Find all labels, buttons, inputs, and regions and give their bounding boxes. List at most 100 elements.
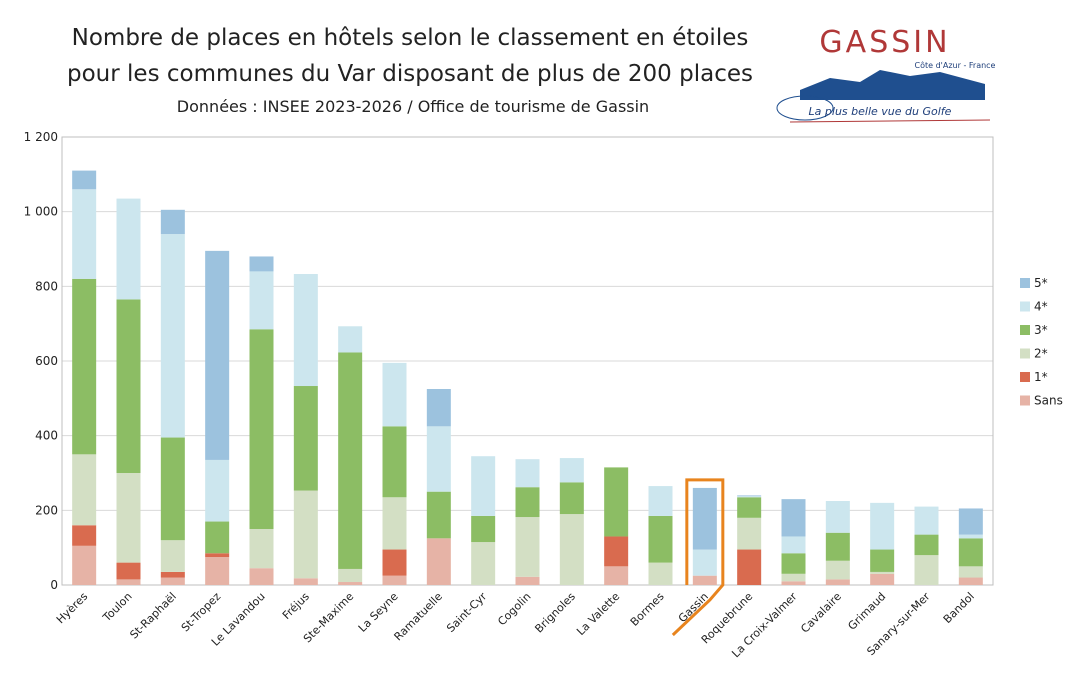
bar-segment [515,576,540,585]
chart-subtitle: Données : INSEE 2023-2026 / Office de to… [177,97,649,116]
bar-segment [781,499,806,537]
bar-segment [116,299,141,473]
logo-underline [789,119,991,123]
x-tick-label: Cogolin [495,590,533,628]
bar-segment [958,577,983,585]
x-tick-label: Toulon [100,590,135,625]
bar-segment [870,549,895,572]
y-tick-label: 600 [35,354,58,368]
bar-segment [604,467,629,537]
bar-segment [559,514,584,585]
legend-label: 2* [1034,347,1048,361]
y-tick-label: 800 [35,279,58,293]
bar-segment [515,459,540,488]
bar-segment [116,198,141,300]
bar-segment [249,529,274,569]
legend-label: 3* [1034,323,1048,337]
bar-segment [958,538,983,567]
bar-segment [958,566,983,578]
x-tick-label: Grimaud [845,590,888,633]
bar-segment [426,426,451,492]
bar-segment [205,250,230,460]
bar-segment [205,553,230,557]
legend-label: 1* [1034,370,1048,384]
bar-segment [648,486,673,516]
x-tick-label: Bormes [628,590,667,629]
y-tick-label: 1 200 [24,130,58,144]
bar-segment [958,508,983,535]
x-tick-label: St-Tropez [179,590,224,635]
bar-segment [338,582,363,585]
bar-segment [293,274,318,387]
x-tick-label: Ramatuelle [392,590,446,644]
logo: GASSIN Côte d'Azur - France La plus bell… [776,25,996,123]
bar-segment [870,571,895,574]
bar-segment [870,502,895,550]
bar-segment [648,515,673,563]
bar-segment [737,495,762,497]
legend-swatch [1020,372,1030,382]
logo-slogan: La plus belle vue du Golfe [809,105,952,118]
bar-segment [515,517,540,577]
bar-segment [382,575,407,585]
bar-segment [72,525,97,546]
logo-shell [776,95,834,121]
y-tick-label: 200 [35,503,58,517]
bar-segment [781,573,806,582]
bar-segment [382,426,407,498]
bar-segment [559,482,584,515]
bar-segment [205,459,230,522]
legend-swatch [1020,348,1030,359]
bar-segment [914,534,939,556]
bar-segment [515,487,540,518]
bar-segment [781,581,806,585]
chart-title: pour les communes du Var disposant de pl… [67,61,753,87]
bar-segment [471,515,496,543]
legend-label: Sans [1034,394,1063,408]
bar-segment [72,189,97,279]
bar-segment [160,540,185,572]
bar-segment [781,536,806,554]
legend-label: 5* [1034,276,1048,290]
bar-segment [692,575,717,585]
highlight-box [671,478,725,637]
bar-segment [604,566,629,585]
bar-segment [160,571,185,578]
bar-segment [648,562,673,585]
bar-segment [870,573,895,585]
legend-swatch [1020,301,1030,312]
bar-segment [338,352,363,569]
bar-segment [426,538,451,585]
x-tick-label: Saint-Cyr [444,590,489,635]
bar-segment [471,542,496,585]
bar-segment [692,487,717,550]
bar-segment [116,579,141,585]
legend-swatch [1020,395,1030,406]
x-tick-label: St-Raphaël [127,590,179,642]
bar-segment [559,458,584,483]
bar-segment [249,568,274,585]
legend-swatch [1020,325,1030,335]
bar-segment [160,209,185,235]
bar-segment [737,497,762,518]
logo-region: Côte d'Azur - France [915,60,996,70]
bar-segment [72,454,97,526]
bar-segment [825,579,850,585]
x-tick-label: Hyères [54,590,90,626]
chart-title: Nombre de places en hôtels selon le clas… [72,25,749,51]
bar-segment [426,491,451,539]
y-tick-label: 400 [35,429,58,443]
bar-segment [604,536,629,567]
bar-segment [914,506,939,535]
bar-segment [338,326,363,353]
bar-segment [737,517,762,550]
bar-segment [737,549,762,585]
bar-segment [116,562,141,580]
bar-segment [293,386,318,491]
y-tick-label: 0 [50,578,58,592]
bar-segment [382,549,407,576]
legend-swatch [1020,278,1030,288]
bar-segment [471,456,496,516]
bar-segment [160,437,185,541]
bar-segment [205,557,230,585]
